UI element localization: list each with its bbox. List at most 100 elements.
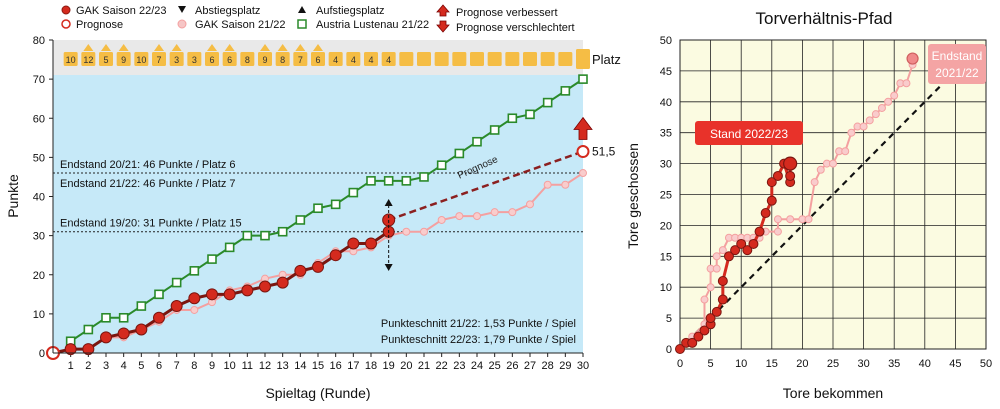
gak2223-point (241, 284, 254, 297)
diagonal-line (679, 57, 969, 350)
right-x-tick-label: 5 (708, 358, 714, 370)
final-2122-point (712, 264, 721, 273)
x-tick-label: 14 (294, 360, 306, 372)
rank-box (328, 52, 343, 66)
lustenau-point (507, 113, 518, 124)
rank-up-arrow-icon (118, 44, 129, 51)
lustenau-point (330, 199, 341, 210)
lustenau-point (454, 148, 465, 159)
current-endpoint (783, 156, 798, 171)
prognose-up-arrow-icon (573, 116, 593, 140)
final-2122-point (773, 227, 782, 236)
gak2223-point (135, 323, 148, 336)
rank-up-arrow-icon (83, 44, 94, 51)
x-tick-label: 15 (312, 360, 324, 372)
current-2223-point (723, 251, 734, 262)
goal-path-chart: Torverhältnis-Pfad 0 5 10 15 20 25 30 35 40 45 50 0… (625, 9, 992, 401)
x-tick-label: 27 (524, 360, 536, 372)
right-y-tick-label: 15 (660, 251, 672, 263)
gak2223-point (329, 249, 342, 262)
x-tick-label: 29 (559, 360, 571, 372)
right-y-tick-label: 20 (660, 220, 672, 232)
gak2223-point (259, 280, 271, 293)
final-2122-point (712, 252, 721, 261)
right-y-tick-label: 30 (660, 159, 672, 171)
rank-value: 10 (136, 55, 146, 65)
gak2223-point (312, 260, 324, 273)
final-2122-point (829, 159, 837, 168)
lustenau-point (578, 74, 588, 84)
gak2122-point (402, 227, 411, 236)
rank-box (99, 52, 113, 66)
y-tick-label: 70 (33, 74, 45, 86)
current-2223-point (772, 170, 783, 181)
average-annotation: Punkteschnitt 22/23: 1,79 Punkte / Spiel (381, 334, 576, 346)
rank-value: 10 (66, 55, 76, 65)
right-x-tick-label: 25 (827, 358, 839, 370)
rank-value: 4 (351, 55, 356, 65)
gak2122-point (508, 208, 517, 217)
current-2223-point (705, 313, 716, 324)
right-y-axis-label: Tore geschossen (625, 143, 641, 249)
rank-value: 4 (386, 55, 391, 65)
x-tick-label: 6 (156, 360, 162, 372)
lustenau-point (295, 215, 306, 225)
x-tick-label: 19 (383, 360, 395, 372)
x-tick-label: 11 (242, 360, 253, 372)
gak2223-point (347, 237, 360, 250)
rank-box-empty (434, 52, 449, 66)
x-tick-label: 12 (259, 360, 271, 372)
final-endpoint (906, 52, 919, 65)
current-2223-point (748, 238, 759, 249)
final-2122-point (718, 246, 727, 255)
final-label-line2: 2021/22 (935, 66, 979, 80)
right-x-tick-label: 0 (677, 358, 683, 370)
x-tick-label: 30 (577, 360, 589, 372)
lustenau-point (154, 289, 164, 300)
lustenau-point (136, 301, 147, 311)
rank-up-arrow-icon (295, 44, 306, 51)
legend-abstieg: Abstiegsplatz (195, 5, 260, 17)
rank-box-empty (470, 52, 484, 66)
right-x-axis-label: Tore bekommen (783, 385, 883, 401)
lustenau-point (242, 230, 253, 241)
final-2122-point (859, 122, 868, 131)
rank-box (63, 52, 78, 66)
rank-value: 9 (121, 55, 126, 65)
rank-box (152, 52, 166, 66)
rank-up-arrow-icon (207, 44, 217, 51)
legend-aufstieg: Aufstiegsplatz (316, 5, 384, 17)
rank-box-empty (523, 52, 537, 66)
final-2122-point (871, 110, 880, 119)
legend-lustenau: Austria Lustenau 21/22 (316, 19, 429, 31)
gak2122-point (543, 180, 552, 189)
final-2122-point (773, 215, 782, 224)
current-2223-point (766, 195, 777, 206)
rank-value: 9 (262, 55, 267, 65)
rank-box-empty (399, 52, 414, 66)
rank-up-arrow-icon (313, 44, 323, 51)
final-2122-point (804, 215, 813, 224)
rank-value: 6 (227, 55, 232, 65)
current-label-box (695, 121, 803, 145)
forecast-value: 51,5 (592, 145, 616, 159)
current-2223-point (754, 226, 765, 237)
arrow-down-icon (436, 20, 450, 33)
gak2223-point (365, 237, 377, 250)
right-chart-title: Torverhältnis-Pfad (755, 9, 892, 28)
x-tick-label: 4 (121, 360, 127, 372)
right-y-tick-label: 45 (660, 66, 672, 78)
rank-box (258, 52, 272, 66)
rank-box (187, 52, 202, 66)
y-tick-label: 20 (33, 270, 45, 282)
legend-prognose: Prognose (76, 19, 123, 31)
gak2122-point (490, 208, 499, 217)
gak2122-point (579, 169, 587, 178)
lustenau-point (313, 203, 323, 214)
x-tick-label: 23 (453, 360, 465, 372)
y-axis-label: Punkte (5, 174, 21, 218)
lustenau-point (560, 86, 571, 96)
gak2122-point (561, 180, 570, 189)
gak2122-point (455, 212, 464, 221)
legend-gak2122: GAK Saison 21/22 (195, 19, 286, 31)
